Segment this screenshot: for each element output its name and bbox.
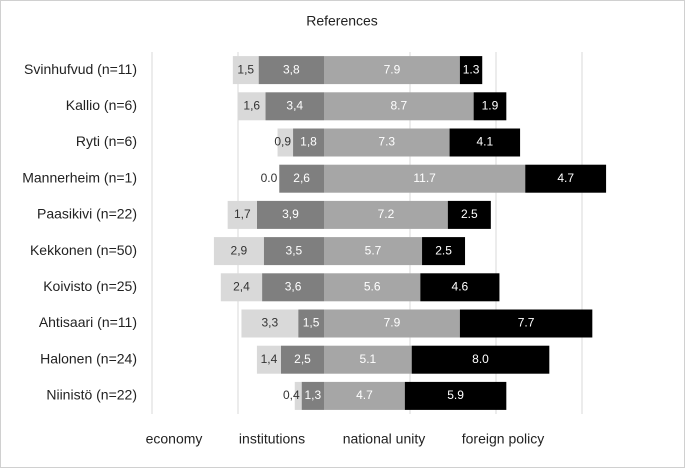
category-label: Mannerheim (n=1) <box>22 169 137 185</box>
bar-segment <box>324 128 450 157</box>
category-label: Paasikivi (n=22) <box>37 206 137 222</box>
bar-segment <box>277 128 294 157</box>
value-label: 1,7 <box>234 207 251 221</box>
value-label: 2.5 <box>461 207 478 221</box>
value-label: 8.7 <box>390 98 407 112</box>
value-label: 7.9 <box>384 316 401 330</box>
legend-label: foreign policy <box>462 431 545 447</box>
value-label: 4.7 <box>356 388 373 402</box>
bar-segment <box>525 164 607 193</box>
value-label: 8.0 <box>472 352 489 366</box>
value-label: 3,9 <box>282 207 299 221</box>
bar-segment <box>324 164 526 193</box>
category-label: Niinistö (n=22) <box>46 387 137 403</box>
bar-segment <box>262 273 324 302</box>
value-label: 7.3 <box>378 135 395 149</box>
bar-segment <box>256 345 281 374</box>
value-label: 4.7 <box>557 171 574 185</box>
value-label: 5.1 <box>360 352 377 366</box>
bar-segment <box>265 92 324 121</box>
bar-segment <box>324 381 405 410</box>
bar-segment <box>324 200 448 229</box>
bar-segment <box>324 309 460 338</box>
bar-segment <box>241 309 299 338</box>
bar-segment <box>459 309 593 338</box>
category-label: Halonen (n=24) <box>40 350 137 366</box>
bar-segment <box>301 381 324 410</box>
bar-segment <box>459 56 483 85</box>
value-label: 3,4 <box>286 98 303 112</box>
bar-segment <box>263 237 324 266</box>
bar-segment <box>324 237 423 266</box>
legend-label: national unity <box>343 431 426 447</box>
bar-segment <box>404 381 507 410</box>
value-label: 3,3 <box>261 316 278 330</box>
value-label: 0,4 <box>283 388 300 402</box>
bar-segment <box>293 128 324 157</box>
value-label: 2,9 <box>231 243 248 257</box>
bar-segment <box>238 92 266 121</box>
value-label: 7.2 <box>378 207 395 221</box>
bar-segment <box>281 345 324 374</box>
bar-segment <box>298 309 324 338</box>
chart-title: References <box>306 13 378 29</box>
value-label: 7.9 <box>384 62 401 76</box>
value-label: 7.7 <box>518 316 535 330</box>
bar-segment <box>324 345 412 374</box>
bar-segment <box>213 237 264 266</box>
value-label: 4.6 <box>452 279 469 293</box>
bar-segment <box>256 200 324 229</box>
value-label: 2.5 <box>435 243 452 257</box>
value-label: 4.1 <box>476 135 493 149</box>
category-label: Ahtisaari (n=11) <box>39 314 137 330</box>
value-label: 11.7 <box>413 171 436 185</box>
value-label: 2,4 <box>233 279 250 293</box>
bar-segment <box>324 92 474 121</box>
bar-segment <box>324 56 460 85</box>
value-label: 1,6 <box>243 98 260 112</box>
category-label: Koivisto (n=25) <box>43 278 137 294</box>
value-label: 1,8 <box>300 135 317 149</box>
value-label: 1.3 <box>463 62 480 76</box>
value-label: 1,5 <box>303 316 320 330</box>
bar-segment <box>449 128 521 157</box>
legend-label: institutions <box>239 431 305 447</box>
value-label: 5.7 <box>365 243 382 257</box>
category-label: Kekkonen (n=50) <box>30 242 137 258</box>
category-label: Ryti (n=6) <box>76 133 137 149</box>
bar-segment <box>258 56 324 85</box>
bar-segment <box>220 273 263 302</box>
bar-segment <box>279 164 324 193</box>
bar-segment <box>324 273 421 302</box>
value-label: 1,5 <box>237 62 254 76</box>
bar-segment <box>294 381 302 410</box>
value-label: 3,8 <box>283 62 300 76</box>
value-label: 1.9 <box>482 98 499 112</box>
value-label: 3,6 <box>285 279 302 293</box>
value-label: 3,5 <box>286 243 303 257</box>
category-label: Kallio (n=6) <box>66 97 137 113</box>
bar-segment <box>232 56 259 85</box>
category-label: Svinhufvud (n=11) <box>24 61 137 77</box>
value-label: 5.9 <box>447 388 464 402</box>
bar-segment <box>473 92 507 121</box>
value-label: 1,4 <box>261 352 278 366</box>
bar-segment <box>447 200 491 229</box>
bar-segment <box>420 273 500 302</box>
value-label: 0,9 <box>274 135 291 149</box>
value-label: 5.6 <box>364 279 381 293</box>
legend-label: economy <box>146 431 203 447</box>
value-label: 2,6 <box>293 171 310 185</box>
value-label: 1,3 <box>304 388 321 402</box>
value-label: 0.0 <box>261 171 278 185</box>
value-label: 2,5 <box>294 352 311 366</box>
bar-segment <box>422 237 466 266</box>
bar-segment <box>227 200 257 229</box>
bar-segment <box>411 345 550 374</box>
